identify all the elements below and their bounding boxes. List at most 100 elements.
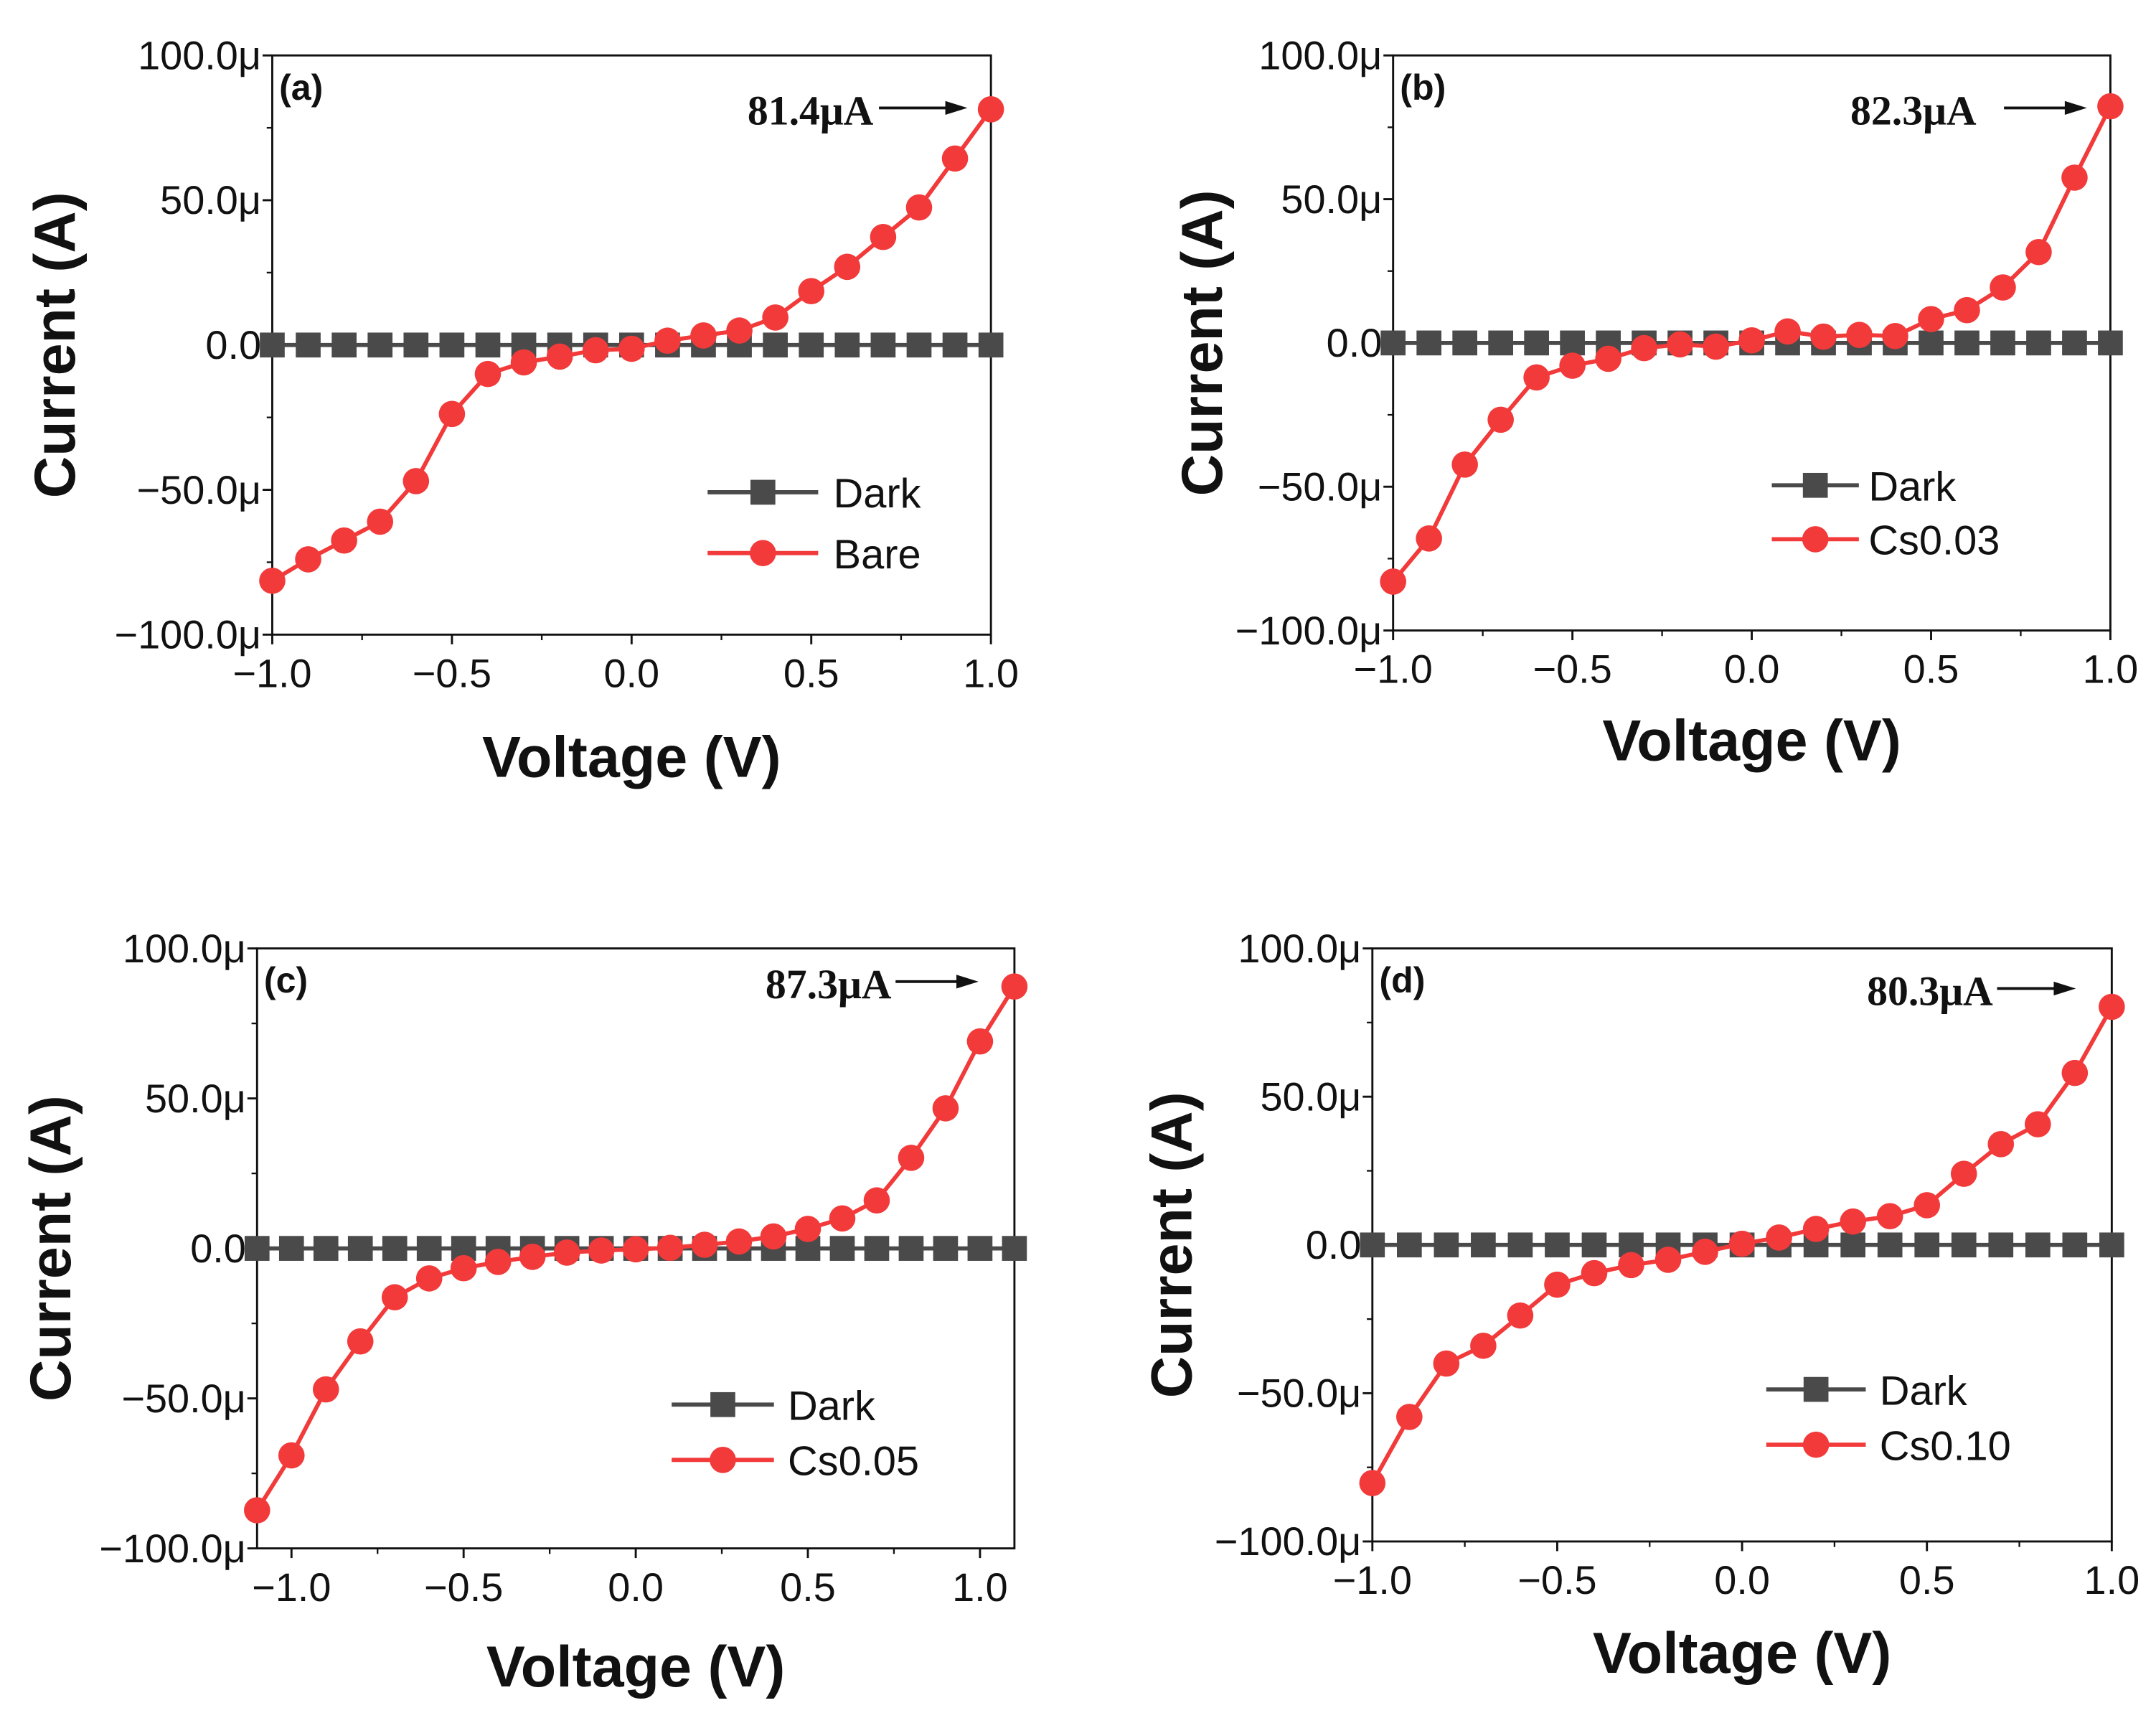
data-point-circle [588, 1237, 615, 1264]
x-tick-label: 0.0 [603, 651, 659, 696]
y-tick-label: −50.0μ [1258, 464, 1383, 509]
x-tick-label: −0.5 [1517, 1557, 1596, 1602]
data-point-square [1471, 1232, 1496, 1258]
legend-marker-square [1803, 1376, 1829, 1402]
data-point-circle [834, 253, 861, 281]
peak-current-annotation: 80.3μA [1867, 970, 1993, 1015]
data-point-circle [1507, 1302, 1534, 1329]
arrow-head-icon [945, 100, 968, 116]
data-point-circle [863, 1187, 890, 1214]
data-point-square [1560, 330, 1585, 356]
y-tick-label: 100.0μ [123, 926, 246, 971]
y-axis-title: Current (A) [19, 1095, 83, 1402]
y-tick-label: −100.0μ [1215, 1519, 1362, 1564]
data-point-square [864, 1236, 890, 1261]
data-point-circle [484, 1249, 512, 1275]
legend: Dark Cs0.03 [1771, 464, 2000, 564]
data-point-square [906, 332, 932, 358]
data-point-square [1914, 1232, 1940, 1258]
data-point-circle [1433, 1350, 1460, 1377]
data-point-square [1002, 1236, 1027, 1261]
x-axis-title: Voltage (V) [1602, 709, 1901, 774]
legend-marker-square [750, 479, 776, 505]
data-point-circle [1987, 1131, 2015, 1158]
data-point-circle [622, 1236, 649, 1263]
data-point-circle [1950, 1160, 1977, 1187]
x-axis-title: Voltage (V) [486, 1635, 785, 1699]
x-tick-label: 0.0 [608, 1564, 664, 1610]
data-point-circle [725, 1228, 753, 1255]
data-point-circle [2025, 1111, 2051, 1137]
data-point-circle [794, 1216, 822, 1242]
x-tick-label: 1.0 [952, 1564, 1008, 1610]
data-point-square [439, 332, 465, 358]
data-point-circle [829, 1205, 856, 1232]
series-cs003 [1380, 93, 2124, 595]
legend-marker-circle [750, 540, 776, 566]
x-tick-label: −0.5 [424, 1564, 503, 1610]
data-point-circle [546, 343, 573, 370]
data-point-circle [1667, 331, 1693, 358]
peak-current-annotation: 87.3μA [766, 962, 892, 1008]
data-point-circle [1380, 568, 1406, 595]
data-point-square [1434, 1232, 1459, 1258]
data-point-circle [2025, 238, 2052, 266]
y-tick-label: −50.0μ [1237, 1371, 1362, 1416]
data-point-circle [1954, 296, 1980, 324]
data-point-circle [977, 95, 1004, 123]
data-point-circle [2061, 164, 2088, 191]
chart-panel-d: −100.0μ −50.0μ 0.0 50.0μ 100.0μ −1.0 −0.5 0.0 0.… [1139, 926, 2139, 1686]
legend-label: Dark [834, 471, 921, 517]
data-point-circle [450, 1254, 477, 1282]
data-point-square [763, 332, 788, 358]
data-point-circle [1882, 322, 1908, 349]
x-tick-label: 0.0 [1724, 647, 1780, 692]
data-point-square [967, 1236, 993, 1261]
data-point-square [1452, 330, 1478, 356]
data-point-circle [1470, 1332, 1497, 1359]
data-point-circle [798, 278, 825, 305]
data-point-circle [1802, 1216, 1830, 1242]
data-point-circle [381, 1284, 408, 1311]
data-point-square [1954, 330, 1980, 356]
legend-label: Dark [1868, 464, 1956, 510]
data-point-square [1581, 1232, 1607, 1258]
data-point-square [260, 332, 285, 358]
y-tick-label: 0.0 [1306, 1222, 1362, 1267]
legend-label: Cs0.10 [1880, 1423, 2011, 1469]
data-point-square [2025, 1232, 2051, 1258]
data-point-circle [1487, 406, 1514, 433]
x-axis-title: Voltage (V) [1593, 1621, 1891, 1686]
data-point-circle [1523, 364, 1550, 391]
data-point-circle [618, 335, 645, 362]
data-point-circle [519, 1244, 546, 1270]
data-point-circle [1692, 1238, 1718, 1265]
data-point-circle [259, 567, 286, 594]
data-point-square [296, 332, 321, 358]
data-point-circle [553, 1239, 580, 1266]
data-point-circle [331, 527, 357, 554]
data-point-circle [295, 546, 321, 573]
legend: Dark Cs0.05 [672, 1383, 919, 1485]
panel-label: (a) [279, 67, 323, 108]
data-point-square [2062, 1232, 2088, 1258]
y-axis-title: Current (A) [1139, 1092, 1204, 1398]
data-point-circle [312, 1376, 339, 1403]
series-bare [259, 95, 1004, 594]
data-point-circle [870, 223, 897, 250]
data-point-square [2098, 330, 2123, 356]
data-point-circle [1728, 1230, 1756, 1257]
data-point-square [403, 332, 429, 358]
y-tick-label: −100.0μ [1235, 608, 1383, 653]
data-point-square [313, 1236, 339, 1261]
x-axis-title: Voltage (V) [482, 726, 781, 790]
legend-label: Dark [788, 1383, 875, 1429]
y-tick-label: 100.0μ [1238, 926, 1361, 971]
legend: Dark Cs0.10 [1766, 1368, 2011, 1469]
data-point-circle [762, 304, 789, 331]
data-point-circle [1544, 1271, 1571, 1298]
data-point-square [367, 332, 393, 358]
data-point-circle [1359, 1470, 1386, 1496]
data-point-circle [1559, 352, 1586, 379]
